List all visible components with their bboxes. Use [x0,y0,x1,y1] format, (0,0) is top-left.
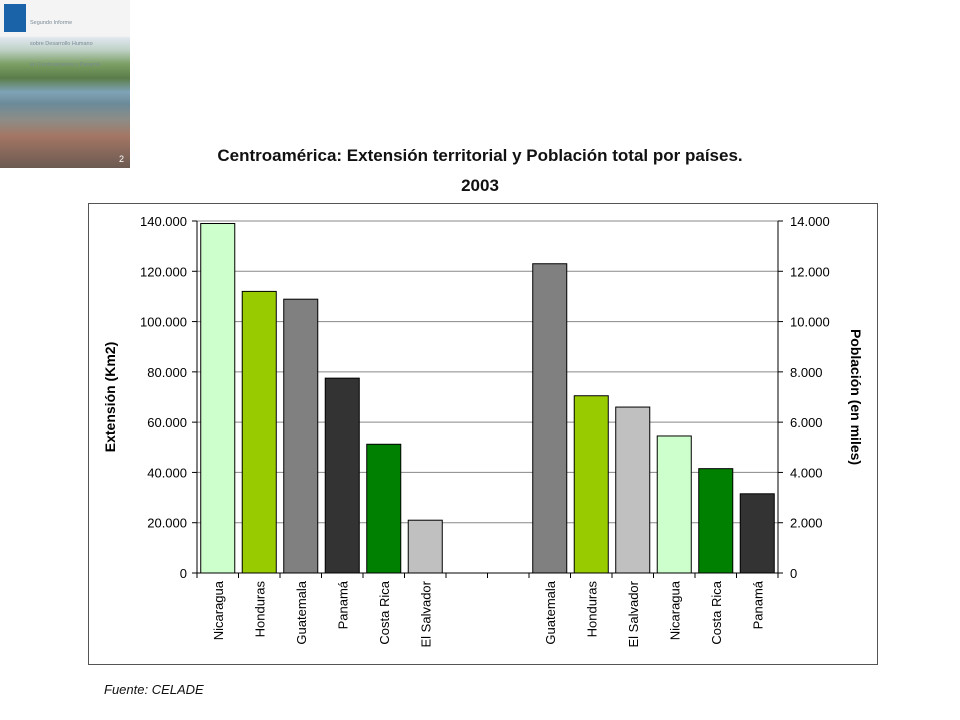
dual-axis-bar-chart: 0 0 20.000 2.000 40.000 4.000 60.000 6.000 80.00… [102,214,864,647]
thumbnail-page-number: 2 [118,154,124,164]
undp-logo-icon [4,4,26,32]
left-tick-label: 80.000 [147,365,187,380]
bar-panama [739,493,775,574]
right-tick-label: 10.000 [790,315,830,330]
category-label: Nicaragua [211,580,226,640]
chart-title: Centroamérica: Extensión territorial y P… [217,146,743,165]
category-label: Panamá [335,580,350,629]
bar-costa-rica [698,468,734,574]
right-tick-label: 6.000 [790,415,823,430]
chart-title-year: 2003 [461,176,499,195]
category-label: El Salvador [626,580,641,647]
bar-panama [324,377,360,574]
bar-nicaragua [200,223,236,574]
left-tick-label: 0 [180,566,187,581]
thumbnail-line-3: en Centroamérica y Panamá [30,62,101,68]
category-label: El Salvador [418,580,433,647]
left-tick-label: 120.000 [140,264,187,279]
bar-nicaragua [656,435,692,574]
category-label: Panamá [750,580,765,629]
category-label: Costa Rica [709,580,724,644]
category-label: Costa Rica [377,580,392,644]
left-tick-label: 60.000 [147,415,187,430]
category-label: Nicaragua [667,580,682,640]
bar-el-salvador [407,519,443,574]
left-tick-label: 20.000 [147,516,187,531]
category-label: Guatemala [294,580,309,644]
right-tick-label: 8.000 [790,365,823,380]
chart-frame: 0 0 20.000 2.000 40.000 4.000 60.000 6.000 80.00… [88,203,878,665]
left-axis-title: Extensión (Km2) [102,342,118,452]
bar-el-salvador [615,406,651,574]
source-note: Fuente: CELADE [104,682,204,697]
right-tick-label: 2.000 [790,516,823,531]
left-tick-label: 40.000 [147,465,187,480]
bar-guatemala [283,298,319,574]
right-tick-label: 12.000 [790,264,830,279]
left-tick-label: 140.000 [140,214,187,229]
category-label: Guatemala [543,580,558,644]
right-axis-title: Población (en miles) [848,329,864,465]
right-tick-label: 14.000 [790,214,830,229]
thumbnail-line-2: sobre Desarrollo Humano [30,41,93,47]
category-label: Honduras [584,581,599,638]
thumbnail-line-1: Segundo Informe [30,20,73,26]
bar-guatemala [532,263,568,574]
bar-honduras [573,395,609,574]
report-cover-thumbnail: Segundo Informe sobre Desarrollo Humano … [0,0,130,168]
bar-costa-rica [366,443,402,574]
left-tick-label: 100.000 [140,315,187,330]
thumbnail-text: Segundo Informe sobre Desarrollo Humano … [30,6,100,83]
right-tick-label: 0 [790,566,797,581]
right-tick-label: 4.000 [790,465,823,480]
bar-honduras [241,290,277,574]
category-label: Honduras [252,581,267,638]
